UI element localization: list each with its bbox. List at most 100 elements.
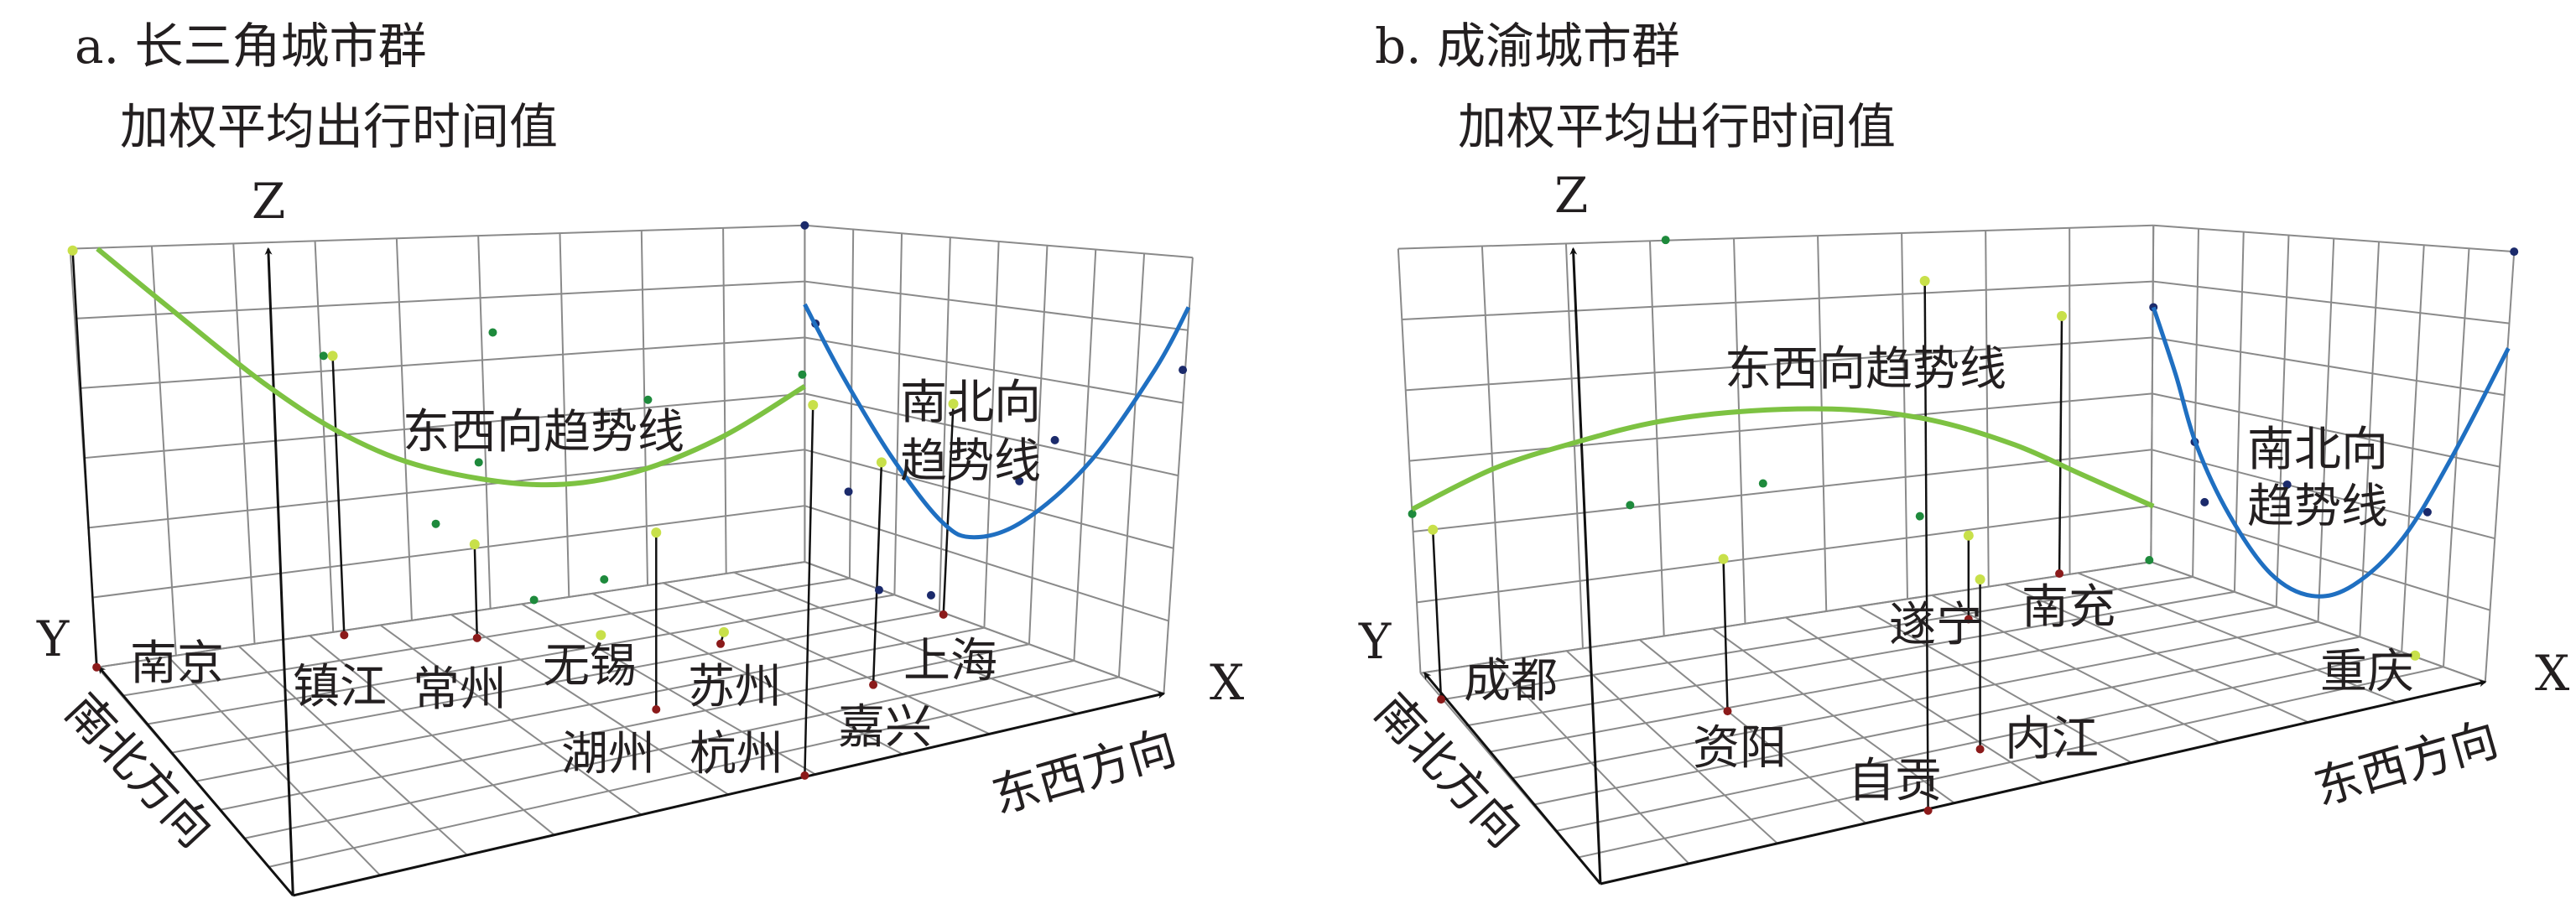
- ew-projection-point: [431, 519, 440, 528]
- ew-trend-line: [96, 247, 806, 488]
- city-label: 遂宁: [1889, 598, 1983, 652]
- ns-projection-point: [1179, 366, 1188, 375]
- ew-projection-point: [1661, 236, 1670, 245]
- city-label: 无锡: [543, 639, 637, 693]
- city-label: 上海: [903, 634, 997, 688]
- floor-gridline: [268, 676, 1120, 868]
- city-label: 南京: [130, 636, 224, 691]
- data-point: [67, 245, 78, 256]
- side-wall-gridline: [804, 449, 1174, 549]
- city-label: 苏州: [688, 660, 782, 714]
- back-wall-gridline: [88, 449, 805, 529]
- ns-trend-label-line2: 趋势线: [2247, 480, 2388, 534]
- ew-projection-point: [474, 458, 483, 467]
- floor-gridline: [1577, 666, 2444, 859]
- city-label: 镇江: [293, 660, 387, 714]
- ns-projection-point: [2282, 480, 2292, 489]
- floor-gridline: [122, 577, 851, 697]
- base-point: [92, 662, 101, 672]
- base-point: [340, 631, 349, 640]
- ew-projection-point: [600, 575, 609, 584]
- ew-projection-point: [1408, 509, 1417, 518]
- panel-b-marks: [1408, 236, 2519, 885]
- back-wall-gridline: [1409, 392, 2152, 462]
- city-label: 成都: [1464, 654, 1558, 709]
- base-point: [2055, 569, 2064, 579]
- ns-trend-label-line1: 南北向: [900, 376, 1041, 430]
- ew-trend-label: 东西向趋势线: [403, 405, 684, 460]
- ew-projection-point: [1758, 479, 1767, 488]
- back-wall-gridline: [1413, 449, 2152, 533]
- panel-a-yangtze-delta: a. 长三角城市群 加权平均出行时间值 Z Y X 南北方向 东西方向 南京 镇…: [36, 18, 1245, 897]
- ns-trend-label-line2: 趋势线: [900, 434, 1041, 489]
- z-axis-arrow: [264, 247, 294, 896]
- floor-gridline: [1533, 636, 2360, 806]
- y-axis-arrow: [1423, 672, 1602, 885]
- ns-projection-point: [926, 590, 935, 600]
- side-wall-gridline: [2152, 449, 2495, 540]
- base-point: [869, 680, 878, 689]
- z-axis-arrow: [1569, 247, 1602, 885]
- ew-projection-point: [1915, 512, 1924, 521]
- panel-b-ew-direction-label: 东西方向: [2308, 712, 2504, 816]
- panel-a-y-axis-label: Y: [36, 610, 70, 667]
- ew-projection-point: [1626, 501, 1635, 510]
- data-point: [1718, 553, 1729, 564]
- back-wall-gridline: [1397, 224, 2154, 250]
- side-wall-gridline: [804, 505, 1169, 622]
- data-point: [2057, 310, 2068, 321]
- base-point: [652, 704, 661, 714]
- side-wall-gridline: [804, 224, 1193, 259]
- back-wall-gridline: [1416, 505, 2152, 604]
- panel-b-z-label: 加权平均出行时间值: [1458, 98, 1896, 155]
- data-point: [808, 400, 819, 411]
- data-point: [948, 398, 959, 409]
- side-wall-gridline: [804, 392, 1179, 477]
- city-label: 常州: [413, 662, 507, 717]
- ew-trend-label: 东西向趋势线: [1725, 342, 2006, 397]
- city-label: 自贡: [1848, 754, 1942, 808]
- ns-projection-point: [1015, 476, 1024, 486]
- ns-projection-point: [874, 585, 883, 595]
- back-wall-gridline: [75, 280, 805, 319]
- floor-gridline: [146, 594, 895, 725]
- panel-b-x-axis-label: X: [2535, 645, 2570, 702]
- back-wall-gridline: [83, 392, 805, 460]
- data-stem: [2058, 315, 2063, 574]
- data-stem: [804, 404, 814, 776]
- data-point: [596, 630, 606, 641]
- base-point: [716, 639, 726, 648]
- y-axis-arrow: [97, 666, 294, 896]
- panel-b-grid: [1397, 224, 2516, 885]
- ew-projection-point: [643, 395, 653, 404]
- city-label: 南充: [2022, 580, 2115, 635]
- data-point: [876, 457, 887, 468]
- data-stem: [872, 462, 883, 685]
- floor-gridline: [219, 643, 1030, 811]
- base-point: [1923, 806, 1933, 815]
- data-stem: [1923, 281, 1929, 811]
- ns-projection-point: [2510, 247, 2519, 257]
- city-label: 资阳: [1693, 721, 1787, 776]
- panel-a-ew-direction-label: 东西方向: [986, 720, 1182, 824]
- base-point: [1964, 615, 1973, 624]
- panel-a-grid: [69, 224, 1194, 896]
- x-axis-arrow: [292, 691, 1166, 897]
- panel-b-z-axis-label: Z: [1554, 167, 1588, 224]
- floor-gridline: [243, 659, 1075, 839]
- ew-projection-point: [319, 351, 328, 361]
- ns-projection-point: [800, 221, 809, 230]
- panel-a-z-axis-label: Z: [252, 173, 285, 230]
- floor-gridline: [96, 561, 805, 668]
- data-stem: [942, 403, 955, 615]
- data-point: [1919, 276, 1930, 287]
- back-wall-gridline: [92, 505, 805, 599]
- ns-projection-point: [2200, 497, 2209, 506]
- panel-a-ns-direction-label: 南北方向: [55, 683, 222, 858]
- panel-b-title: b. 成渝城市群: [1375, 18, 1680, 75]
- ns-projection-point: [1050, 435, 1059, 444]
- panel-a-title: a. 长三角城市群: [75, 18, 426, 75]
- side-wall-gridline: [804, 280, 1189, 331]
- data-point: [1963, 530, 1974, 541]
- ew-projection-point: [2145, 555, 2154, 564]
